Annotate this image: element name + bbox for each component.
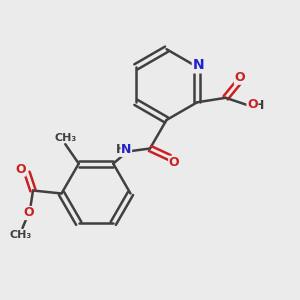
Text: O: O xyxy=(234,71,245,84)
Text: O: O xyxy=(169,156,179,170)
Text: CH₃: CH₃ xyxy=(10,230,32,240)
Text: H: H xyxy=(254,99,265,112)
Text: N: N xyxy=(121,143,131,156)
Text: O: O xyxy=(247,98,258,111)
Text: N: N xyxy=(193,58,205,72)
Text: H: H xyxy=(116,143,126,156)
Text: CH₃: CH₃ xyxy=(54,133,76,142)
Text: O: O xyxy=(23,206,34,220)
Text: O: O xyxy=(15,163,26,176)
